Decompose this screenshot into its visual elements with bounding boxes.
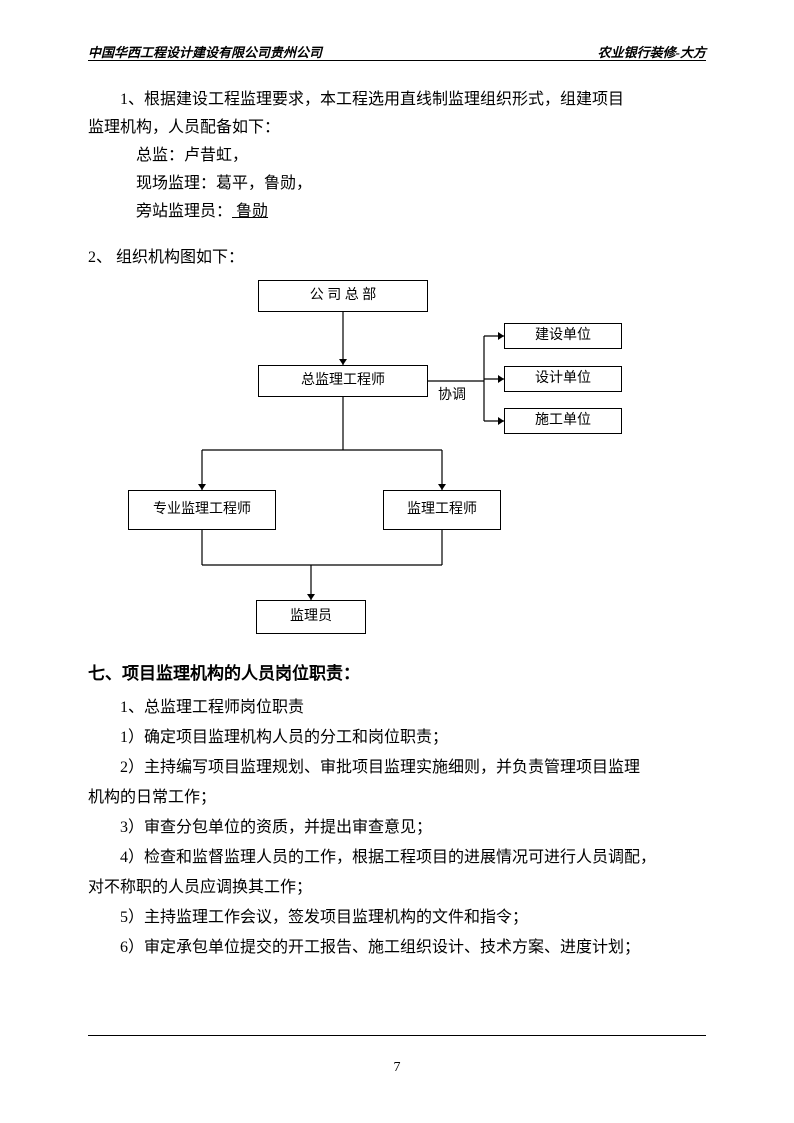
section7-item: 6）审定承包单位提交的开工报告、施工组织设计、技术方案、进度计划； [88,934,706,962]
node-pro: 专业监理工程师 [128,490,276,530]
node-chief: 总监理工程师 [258,365,428,397]
section7-item: 对不称职的人员应调换其工作； [88,874,706,902]
footer-rule [88,1035,706,1036]
intro-line1b: 监理机构，人员配备如下： [88,114,706,142]
section7-item: 4）检查和监督监理人员的工作，根据工程项目的进展情况可进行人员调配， [88,844,706,872]
header-rule [88,60,706,61]
coord-label: 协调 [438,382,466,410]
org-chart: 公 司 总 部总监理工程师 建设单位设计单位施工单位专业监理工程师 监理工程师监理员… [128,280,648,650]
header-right: 农业银行装修-大方 [598,42,706,61]
header-left: 中国华西工程设计建设有限公司贵州公司 [88,42,322,61]
section7-item: 3）审查分包单位的资质，并提出审查意见； [88,814,706,842]
station-name: 鲁勋 [232,203,268,220]
section7-item: 2）主持编写项目监理规划、审批项目监理实施细则，并负责管理项目监理 [88,754,706,782]
node-build: 建设单位 [504,323,622,349]
page-number: 7 [0,1060,794,1076]
node-staff: 监理员 [256,600,366,634]
section7-item: 1）确定项目监理机构人员的分工和岗位职责； [88,724,706,752]
intro-orgchart-title: 2、 组织机构图如下： [88,244,706,272]
intro-station: 旁站监理员： 鲁勋 [88,198,706,226]
station-label: 旁站监理员： [136,203,232,220]
intro-director: 总监：卢昔虹， [88,142,706,170]
node-constr: 施工单位 [504,408,622,434]
section7-item: 1、总监理工程师岗位职责 [88,694,706,722]
section7-item: 机构的日常工作； [88,784,706,812]
node-eng: 监理工程师 [383,490,501,530]
node-design: 设计单位 [504,366,622,392]
node-hq: 公 司 总 部 [258,280,428,312]
section7-title: 七、项目监理机构的人员岗位职责： [88,660,706,688]
intro-site: 现场监理：葛平，鲁勋， [88,170,706,198]
intro-line1a: 1、根据建设工程监理要求，本工程选用直线制监理组织形式，组建项目 [88,86,706,114]
section7-item: 5）主持监理工作会议，签发项目监理机构的文件和指令； [88,904,706,932]
section7-body: 1、总监理工程师岗位职责1）确定项目监理机构人员的分工和岗位职责；2）主持编写项… [88,694,706,962]
